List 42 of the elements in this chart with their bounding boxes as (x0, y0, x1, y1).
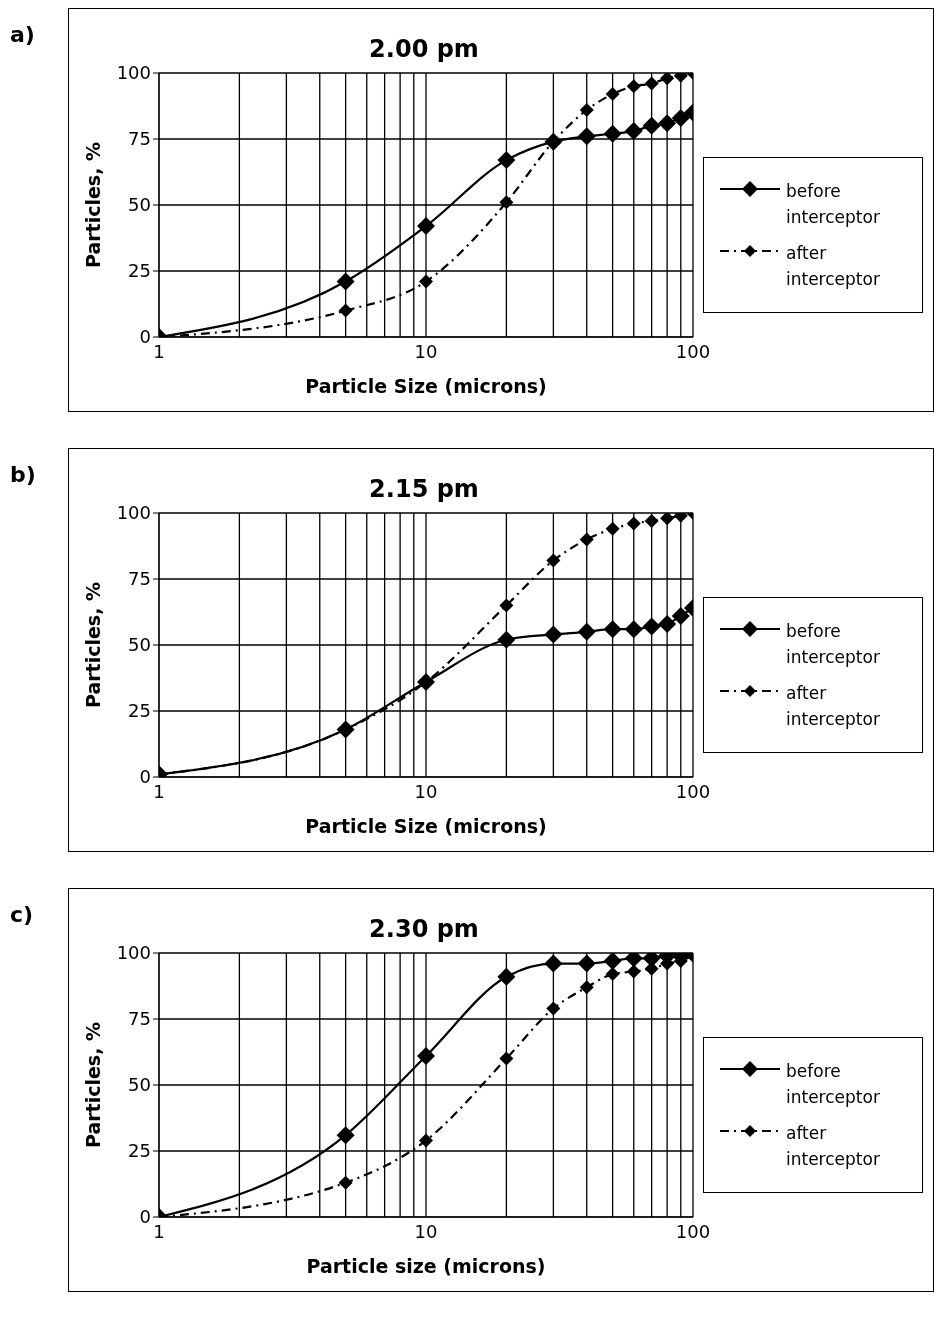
y-axis-title: Particles, % (81, 581, 104, 709)
y-tick-label: 75 (128, 128, 151, 150)
legend-label: after interceptor (786, 242, 881, 291)
x-tick-label: 100 (675, 340, 711, 362)
y-tick-label: 0 (139, 1206, 151, 1228)
legend-label: before interceptor (786, 1060, 881, 1109)
x-tick-label: 10 (414, 780, 438, 802)
text: b) (10, 462, 36, 487)
text: c) (10, 902, 34, 927)
legend-label: after interceptor (786, 682, 881, 731)
y-tick-label: 25 (128, 700, 151, 722)
x-tick-label: 100 (675, 780, 711, 802)
x-tick-label: 10 (414, 340, 438, 362)
chart-title: 2.00 pm (368, 35, 480, 63)
y-tick-label: 0 (139, 766, 151, 788)
y-tick-label: 75 (128, 568, 151, 590)
legend-label: after interceptor (786, 1122, 881, 1171)
y-tick-label: 25 (128, 1140, 151, 1162)
y-axis-title: Particles, % (81, 141, 104, 269)
y-tick-label: 50 (128, 1074, 151, 1096)
x-tick-label: 1 (153, 340, 165, 362)
y-tick-label: 100 (116, 62, 151, 84)
x-axis-title: Particle Size (microns) (305, 375, 547, 397)
y-tick-label: 75 (128, 1008, 151, 1030)
chart-title: 2.30 pm (368, 915, 480, 943)
x-tick-label: 1 (153, 780, 165, 802)
y-tick-label: 25 (128, 260, 151, 282)
y-tick-label: 0 (139, 326, 151, 348)
y-tick-label: 50 (128, 194, 151, 216)
chart-title: 2.15 pm (368, 475, 480, 503)
legend-label: before interceptor (786, 180, 881, 229)
y-tick-label: 100 (116, 942, 151, 964)
legend-label: before interceptor (786, 620, 881, 669)
x-tick-label: 10 (414, 1220, 438, 1242)
x-axis-title: Particle size (microns) (306, 1255, 546, 1277)
y-tick-label: 100 (116, 502, 151, 524)
x-tick-label: 1 (153, 1220, 165, 1242)
x-tick-label: 100 (675, 1220, 711, 1242)
x-axis-title: Particle Size (microns) (305, 815, 547, 837)
y-axis-title: Particles, % (81, 1021, 104, 1149)
text: a) (10, 22, 35, 47)
y-tick-label: 50 (128, 634, 151, 656)
